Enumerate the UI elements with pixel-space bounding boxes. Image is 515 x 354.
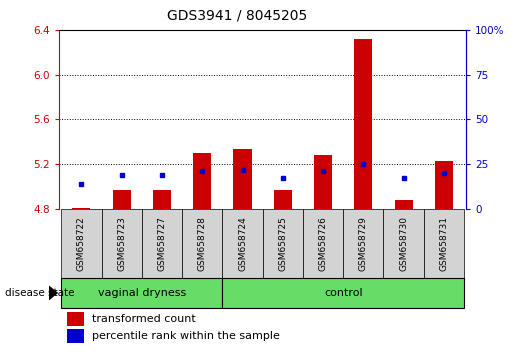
Text: GSM658724: GSM658724 bbox=[238, 216, 247, 271]
Bar bbox=[142, 209, 182, 278]
Text: transformed count: transformed count bbox=[92, 314, 196, 324]
Bar bbox=[193, 153, 211, 209]
Bar bbox=[113, 190, 131, 209]
Text: GSM658722: GSM658722 bbox=[77, 216, 86, 271]
Text: GSM658726: GSM658726 bbox=[319, 216, 328, 271]
Text: GSM658730: GSM658730 bbox=[399, 216, 408, 271]
Bar bbox=[424, 209, 464, 278]
Bar bbox=[153, 190, 171, 209]
Bar bbox=[354, 39, 372, 209]
Bar bbox=[67, 329, 83, 343]
Text: GSM658723: GSM658723 bbox=[117, 216, 126, 271]
Text: GSM658731: GSM658731 bbox=[439, 216, 449, 271]
Bar bbox=[222, 209, 263, 278]
Text: control: control bbox=[324, 288, 363, 298]
Bar bbox=[435, 161, 453, 209]
Polygon shape bbox=[49, 285, 58, 301]
Bar bbox=[67, 312, 83, 326]
Text: GDS3941 / 8045205: GDS3941 / 8045205 bbox=[167, 9, 307, 23]
Bar bbox=[343, 209, 384, 278]
Text: GSM658725: GSM658725 bbox=[278, 216, 287, 271]
Bar bbox=[274, 190, 292, 209]
Bar bbox=[314, 155, 332, 209]
Text: GSM658729: GSM658729 bbox=[359, 216, 368, 271]
Bar bbox=[263, 209, 303, 278]
Bar bbox=[233, 149, 251, 209]
Bar bbox=[101, 209, 142, 278]
Bar bbox=[303, 209, 343, 278]
Bar bbox=[394, 200, 413, 209]
Text: GSM658728: GSM658728 bbox=[198, 216, 207, 271]
Text: GSM658727: GSM658727 bbox=[158, 216, 166, 271]
Bar bbox=[384, 209, 424, 278]
Text: disease state: disease state bbox=[5, 288, 75, 298]
Bar bbox=[61, 278, 222, 308]
Bar bbox=[222, 278, 464, 308]
Text: percentile rank within the sample: percentile rank within the sample bbox=[92, 331, 280, 341]
Bar bbox=[61, 209, 101, 278]
Bar bbox=[182, 209, 222, 278]
Text: vaginal dryness: vaginal dryness bbox=[98, 288, 186, 298]
Bar bbox=[72, 208, 91, 209]
